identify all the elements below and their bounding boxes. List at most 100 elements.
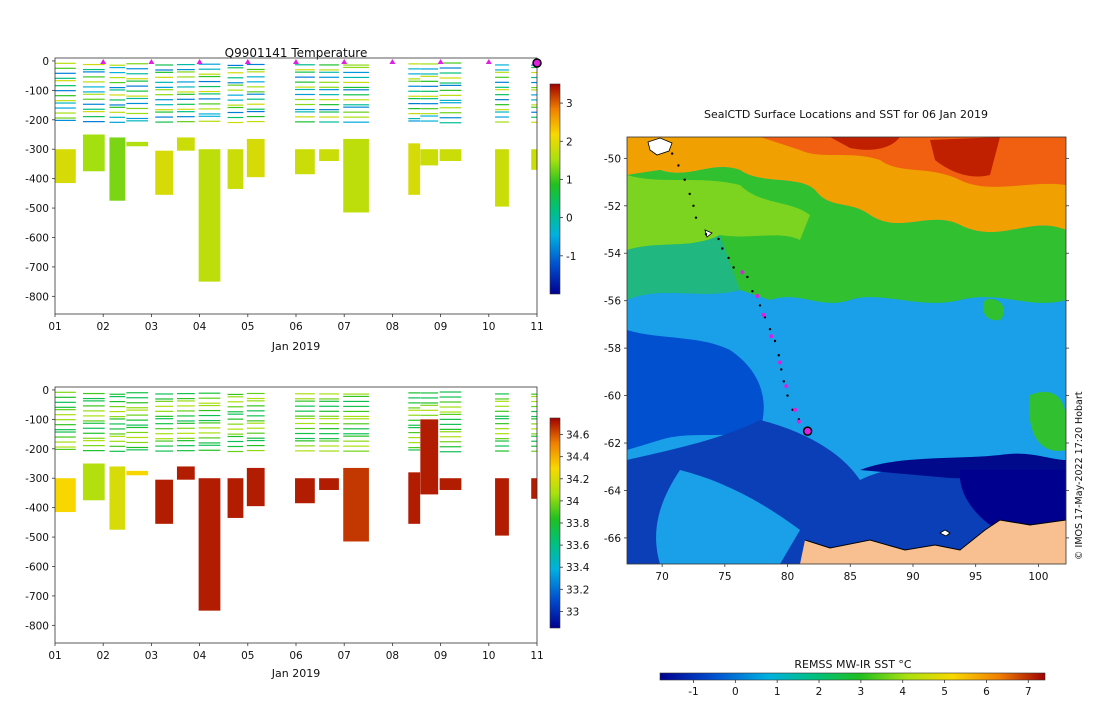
profile-line — [126, 419, 149, 421]
profile-line — [155, 111, 174, 113]
y-tick-label: -600 — [25, 561, 49, 573]
y-tick-label: -800 — [25, 291, 49, 303]
colorbar-tick-label: 0 — [566, 213, 573, 225]
profile-line — [126, 95, 149, 97]
profile-deep-block — [495, 149, 509, 207]
profile-line — [495, 64, 509, 66]
salinity-section-panel: 0 -100 -200 -300 -400 -500 -600 -700 -800 01 02 03… — [25, 385, 590, 680]
profile-deep-block — [198, 149, 221, 282]
profile-line — [227, 72, 244, 74]
profile-line — [176, 93, 195, 95]
profile-line — [155, 69, 174, 71]
profile-line — [198, 444, 221, 446]
profile-line — [82, 103, 105, 105]
profile-line — [55, 72, 76, 74]
profile-line — [109, 405, 126, 408]
y-tick-label: -500 — [25, 203, 49, 215]
x-tick-label: 01 — [48, 650, 61, 662]
colorbar-tick-label: 33.4 — [566, 562, 590, 574]
track-point — [746, 275, 749, 279]
profile-marker — [196, 59, 203, 64]
x-tick-label: 07 — [338, 650, 351, 662]
profile-line — [227, 111, 244, 114]
profile-line — [198, 414, 221, 417]
profile-line — [439, 406, 462, 408]
profile-line — [439, 72, 462, 74]
profile-line — [319, 81, 339, 83]
profile-line — [420, 392, 439, 394]
profile-deep-block — [227, 149, 244, 189]
profile-line — [246, 410, 265, 412]
profile-line — [295, 417, 315, 420]
profile-deep-block — [531, 478, 537, 499]
profile-line — [126, 78, 149, 80]
seal-track — [670, 152, 813, 436]
profile-line — [176, 121, 195, 123]
profile-line — [55, 406, 76, 408]
sst-colorbar-tick-label: 6 — [983, 686, 990, 698]
profile-line — [82, 410, 105, 412]
salinity-y-axis: 0 -100 -200 -300 -400 -500 -600 -700 -800 — [25, 385, 55, 632]
profile-line — [531, 433, 537, 435]
profile-line — [439, 413, 462, 415]
profile-line — [176, 397, 195, 400]
x-tick-label: 09 — [434, 650, 447, 662]
x-tick-label: 01 — [48, 321, 61, 333]
profile-line — [295, 88, 315, 91]
profile-line — [531, 410, 537, 413]
map-longitude-axis: 70 75 80 85 90 95 100 — [655, 564, 1048, 583]
x-tick-label: 03 — [145, 650, 158, 662]
profile-line — [319, 438, 339, 440]
profile-deep-block — [408, 143, 421, 195]
profile-line — [439, 94, 462, 96]
profile-line — [246, 422, 265, 424]
profile-line — [531, 94, 537, 96]
profile-line — [295, 69, 315, 71]
profile-line — [198, 442, 221, 444]
profile-line — [227, 433, 244, 435]
profile-line — [109, 81, 126, 84]
profile-line — [126, 446, 149, 449]
profile-line — [246, 76, 265, 78]
profile-line — [295, 398, 315, 400]
profile-line — [295, 76, 315, 78]
profile-line — [295, 410, 315, 412]
profile-line — [227, 67, 244, 69]
profile-line — [420, 404, 439, 406]
profile-line — [126, 63, 149, 65]
x-tick-label: 05 — [241, 321, 254, 333]
y-tick-label: -300 — [25, 144, 49, 156]
profile-line — [246, 432, 265, 434]
profile-line — [176, 392, 195, 395]
profile-line — [126, 80, 149, 82]
map-latitude-axis: -50 -52 -54 -56 -58 -60 -62 -64 -66 — [604, 153, 1069, 545]
profile-line — [420, 95, 439, 97]
profile-deep-block — [155, 479, 174, 524]
profile-line — [176, 432, 195, 434]
profile-line — [126, 426, 149, 429]
profile-line — [420, 63, 439, 65]
profile-line — [439, 62, 462, 64]
sst-colorbar-tick-label: 7 — [1025, 686, 1032, 698]
profile-line — [319, 89, 339, 91]
lon-tick-label: 95 — [969, 571, 982, 583]
profile-line — [82, 450, 105, 452]
profile-line — [439, 89, 462, 91]
profile-line — [82, 86, 105, 88]
profile-line — [343, 104, 369, 106]
profile-line — [55, 119, 76, 121]
profile-time-markers — [100, 58, 542, 68]
profile-line — [531, 89, 537, 91]
x-tick-label: 02 — [97, 321, 110, 333]
profile-line — [126, 85, 149, 87]
profile-line — [343, 428, 369, 430]
profile-line — [439, 423, 462, 425]
profile-line — [408, 73, 421, 75]
profile-line — [109, 66, 126, 69]
profile-line — [246, 63, 265, 66]
profile-line — [420, 103, 439, 105]
profile-line — [126, 112, 149, 115]
profile-line — [495, 94, 509, 96]
lon-tick-label: 100 — [1028, 571, 1048, 583]
y-tick-label: -800 — [25, 620, 49, 632]
